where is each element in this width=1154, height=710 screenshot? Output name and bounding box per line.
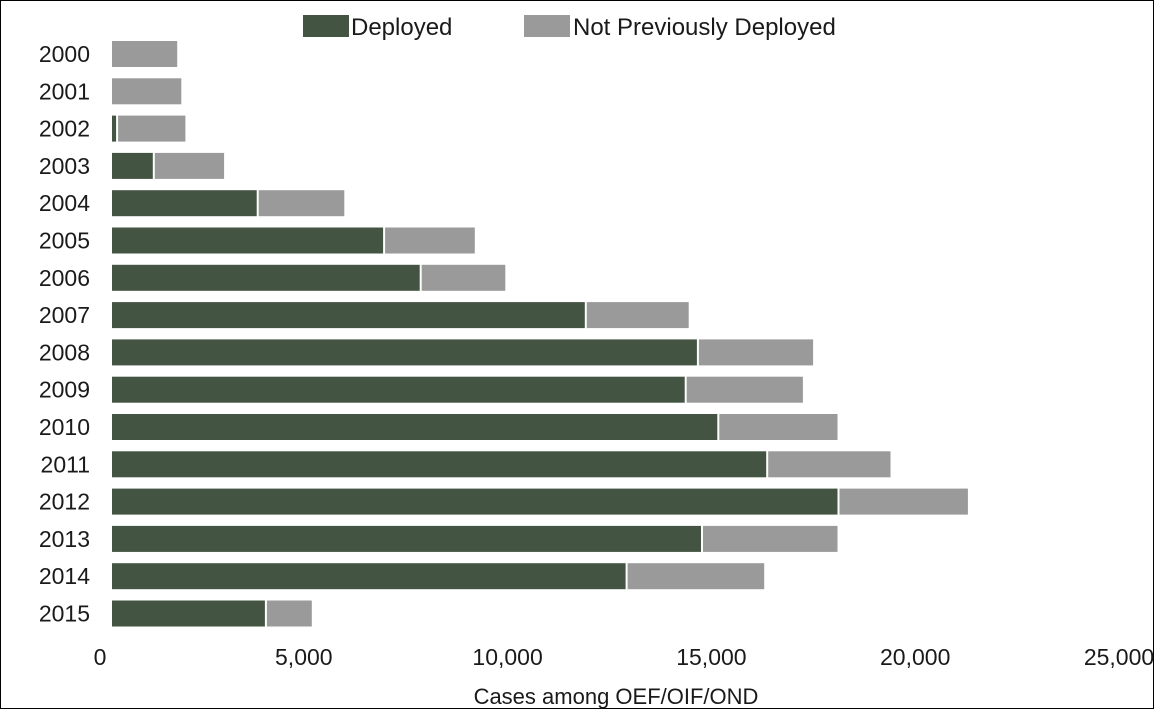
category-label-2002: 2002 <box>39 116 90 142</box>
bar-not-previously-deployed-2004 <box>258 190 345 217</box>
category-label-2001: 2001 <box>39 78 90 104</box>
category-label-2015: 2015 <box>39 601 90 627</box>
bar-not-previously-deployed-2001 <box>112 78 182 105</box>
bar-not-previously-deployed-2005 <box>385 227 475 254</box>
bar-deployed-2013 <box>112 525 701 552</box>
bar-deployed-2005 <box>112 227 384 254</box>
legend-swatch-not-previously-deployed <box>524 15 570 37</box>
legend-swatch-deployed <box>303 15 349 37</box>
bar-deployed-2006 <box>112 264 420 291</box>
x-tick-label-25000: 25,000 <box>1084 644 1154 670</box>
bar-not-previously-deployed-2010 <box>719 414 838 440</box>
legend: Deployed Not Previously Deployed <box>303 14 836 41</box>
bar-not-previously-deployed-2008 <box>698 339 814 366</box>
category-label-2000: 2000 <box>39 41 90 67</box>
category-label-2004: 2004 <box>39 190 90 216</box>
x-tick-label-5000: 5,000 <box>275 644 333 670</box>
bar-deployed-2009 <box>112 376 685 403</box>
bar-deployed-2015 <box>112 600 265 627</box>
bar-not-previously-deployed-2003 <box>154 152 225 179</box>
category-label-2011: 2011 <box>41 451 90 477</box>
bar-not-previously-deployed-2009 <box>686 376 803 403</box>
bar-deployed-2012 <box>112 488 838 515</box>
category-label-2006: 2006 <box>39 265 90 291</box>
bar-not-previously-deployed-2012 <box>839 488 968 515</box>
x-tick-label-20000: 20,000 <box>880 644 950 670</box>
x-axis-title: Cases among OEF/OIF/OND <box>474 684 759 709</box>
category-label-2005: 2005 <box>39 228 90 254</box>
category-label-2003: 2003 <box>39 153 90 179</box>
x-tick-label-15000: 15,000 <box>676 644 746 670</box>
bar-deployed-2011 <box>112 451 767 478</box>
category-label-2014: 2014 <box>39 563 90 589</box>
bar-deployed-2014 <box>112 563 626 590</box>
category-label-2010: 2010 <box>39 414 90 440</box>
category-labels: 2000 2001 2002 2003 2004 2005 2006 2007 2008 2009… <box>39 41 90 627</box>
bar-deployed-2010 <box>112 414 718 440</box>
category-label-2007: 2007 <box>39 302 90 328</box>
legend-label-deployed: Deployed <box>351 14 452 41</box>
bar-not-previously-deployed-2002 <box>118 115 186 142</box>
category-label-2009: 2009 <box>39 377 90 403</box>
bar-not-previously-deployed-2006 <box>421 264 506 291</box>
category-label-2013: 2013 <box>39 526 90 552</box>
bar-not-previously-deployed-2013 <box>703 525 838 552</box>
bar-not-previously-deployed-2015 <box>266 600 312 627</box>
bar-deployed-2007 <box>112 302 585 329</box>
bar-deployed-2004 <box>112 190 257 217</box>
legend-label-not-previously-deployed: Not Previously Deployed <box>573 14 836 41</box>
bar-deployed-2002 <box>112 115 117 142</box>
bar-deployed-2003 <box>112 152 153 179</box>
bar-deployed-2008 <box>112 339 697 366</box>
bar-not-previously-deployed-2011 <box>768 451 891 478</box>
x-tick-label-0: 0 <box>94 644 107 670</box>
bar-not-previously-deployed-2007 <box>586 302 689 329</box>
category-label-2012: 2012 <box>39 489 90 515</box>
x-tick-labels: 0 5,000 10,000 15,000 20,000 25,000 <box>94 644 1154 670</box>
category-label-2008: 2008 <box>39 339 90 365</box>
bar-not-previously-deployed-2014 <box>627 563 765 590</box>
x-tick-label-10000: 10,000 <box>472 644 542 670</box>
bar-not-previously-deployed-2000 <box>112 41 178 67</box>
bars-group <box>112 41 968 627</box>
